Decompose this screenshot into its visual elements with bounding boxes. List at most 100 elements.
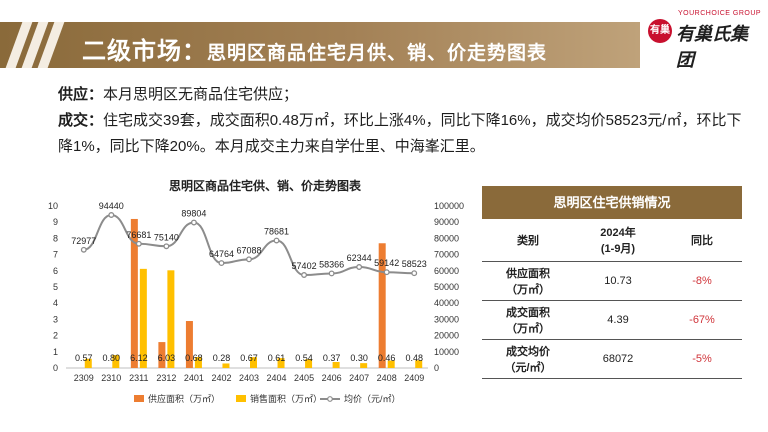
supply-text: 本月思明区无商品住宅供应； xyxy=(103,86,299,103)
row-value-cell: 68072 xyxy=(574,340,662,378)
deal-text: 住宅成交39套，成交面积0.48万㎡，环比上涨4%，同比下降16%，成交均价58… xyxy=(58,112,742,155)
row-yoy-cell: -5% xyxy=(662,340,742,378)
table-row: 成交面积 （万㎡） 4.39 -67% xyxy=(482,301,742,340)
y-right-tick-label: 40000 xyxy=(434,298,459,308)
price-point xyxy=(163,243,170,250)
sales-bar xyxy=(387,360,395,368)
logo-mark-icon: 有巢 xyxy=(648,19,672,43)
row-yoy: -8% xyxy=(692,275,712,287)
sales-data-label: 0.54 xyxy=(295,353,313,363)
sales-data-label: 0.67 xyxy=(240,353,258,363)
x-tick-label: 2312 xyxy=(156,373,176,383)
price-point xyxy=(328,270,335,277)
sales-data-label: 0.46 xyxy=(378,353,396,363)
y-left-tick-label: 5 xyxy=(53,282,58,292)
header-year: 2024年 (1-9月) xyxy=(600,227,636,255)
sales-bar xyxy=(139,268,147,368)
sales-bar xyxy=(194,356,202,368)
y-right-tick-label: 20000 xyxy=(434,331,459,341)
header-cell-year: 2024年 (1-9月) xyxy=(574,219,662,261)
price-data-label: 78681 xyxy=(264,227,289,237)
row-value: 68072 xyxy=(602,353,634,365)
row-label: 成交均价 （元/㎡） xyxy=(504,346,552,374)
row-value-cell: 4.39 xyxy=(574,301,662,339)
company-logo: 有巢 YOURCHOICE GROUP 有巢氏集团 xyxy=(642,4,764,70)
legend-sales-swatch xyxy=(236,395,246,402)
deal-label: 成交： xyxy=(58,112,104,129)
y-left-tick-label: 4 xyxy=(53,298,58,308)
y-left-tick-label: 8 xyxy=(53,233,58,243)
price-point xyxy=(356,264,363,270)
y-left-tick-label: 2 xyxy=(53,331,58,341)
x-tick-label: 2403 xyxy=(239,373,259,383)
row-label-cell: 成交均价 （元/㎡） xyxy=(482,340,574,378)
header-yoy: 同比 xyxy=(691,235,713,247)
price-data-label: 76681 xyxy=(126,230,151,240)
price-data-label: 89804 xyxy=(181,209,206,219)
sales-data-label: 0.30 xyxy=(350,353,368,363)
x-tick-label: 2309 xyxy=(74,373,94,383)
sales-data-label: 0.57 xyxy=(75,353,93,363)
y-right-tick-label: 70000 xyxy=(434,250,459,260)
supply-sales-table: 思明区住宅供销情况 类别 2024年 (1-9月) 同比 供应面积 （万㎡） 1… xyxy=(482,186,742,379)
deal-summary: 成交：住宅成交39套，成交面积0.48万㎡，环比上涨4%，同比下降16%，成交均… xyxy=(58,108,748,160)
y-right-tick-label: 100000 xyxy=(434,201,464,211)
row-label: 供应面积 （万㎡） xyxy=(506,268,550,296)
sales-data-label: 0.28 xyxy=(213,353,231,363)
table-row: 成交均价 （元/㎡） 68072 -5% xyxy=(482,340,742,379)
table-header-row: 类别 2024年 (1-9月) 同比 xyxy=(482,219,742,262)
row-yoy-cell: -67% xyxy=(662,301,742,339)
row-value-cell: 10.73 xyxy=(574,262,662,300)
price-point xyxy=(383,269,390,276)
row-label: 成交面积 （万㎡） xyxy=(506,307,550,335)
x-tick-label: 2402 xyxy=(211,373,231,383)
price-data-label: 94440 xyxy=(99,201,124,211)
header-cell-category: 类别 xyxy=(482,219,574,261)
row-value: 10.73 xyxy=(604,275,632,287)
price-data-label: 58366 xyxy=(319,259,344,269)
page-title-main: 二级市场： xyxy=(82,38,207,65)
sales-bar xyxy=(332,362,340,368)
x-tick-label: 2405 xyxy=(294,373,314,383)
price-data-label: 72977 xyxy=(71,236,96,246)
y-left-tick-label: 3 xyxy=(53,314,58,324)
x-tick-label: 2311 xyxy=(129,373,148,383)
price-point xyxy=(301,272,308,278)
x-tick-label: 2407 xyxy=(349,373,369,383)
row-value: 4.39 xyxy=(607,314,629,326)
legend-price-marker xyxy=(327,396,333,402)
legend-price-label: 均价（元/㎡） xyxy=(344,393,401,404)
x-tick-label: 2408 xyxy=(377,373,397,383)
price-data-label: 57402 xyxy=(292,261,317,271)
table-row: 供应面积 （万㎡） 10.73 -8% xyxy=(482,262,742,301)
legend-supply-label: 供应面积（万㎡） xyxy=(148,393,220,404)
y-right-tick-label: 60000 xyxy=(434,266,459,276)
price-point xyxy=(273,237,280,244)
price-point xyxy=(190,219,197,226)
row-label-cell: 供应面积 （万㎡） xyxy=(482,262,574,300)
header-cell-yoy: 同比 xyxy=(662,219,742,261)
sales-data-label: 0.61 xyxy=(268,353,286,363)
price-data-label: 58523 xyxy=(402,259,427,269)
sales-data-label: 0.37 xyxy=(323,353,341,363)
y-left-tick-label: 7 xyxy=(53,250,58,260)
row-yoy: -67% xyxy=(689,314,715,326)
supply-label: 供应： xyxy=(58,86,104,103)
row-label-cell: 成交面积 （万㎡） xyxy=(482,301,574,339)
price-data-label: 67088 xyxy=(236,245,261,255)
page-title: 二级市场：思明区商品住宅月供、销、价走势图表 xyxy=(82,31,547,66)
sales-bar xyxy=(415,360,423,368)
x-tick-label: 2401 xyxy=(184,373,204,383)
price-data-label: 75140 xyxy=(154,232,179,242)
table-title: 思明区住宅供销情况 xyxy=(482,186,742,219)
sales-bar xyxy=(250,357,257,368)
logo-chinese: 有巢氏集团 xyxy=(676,24,748,70)
legend-sales-label: 销售面积（万㎡） xyxy=(250,393,322,404)
sales-data-label: 0.68 xyxy=(185,353,203,363)
sales-data-label: 6.12 xyxy=(130,353,148,363)
y-left-tick-label: 10 xyxy=(48,201,58,211)
supply-bar xyxy=(158,342,166,368)
sales-bar xyxy=(167,270,175,368)
row-yoy: -5% xyxy=(692,353,712,365)
y-left-tick-label: 9 xyxy=(53,217,58,227)
